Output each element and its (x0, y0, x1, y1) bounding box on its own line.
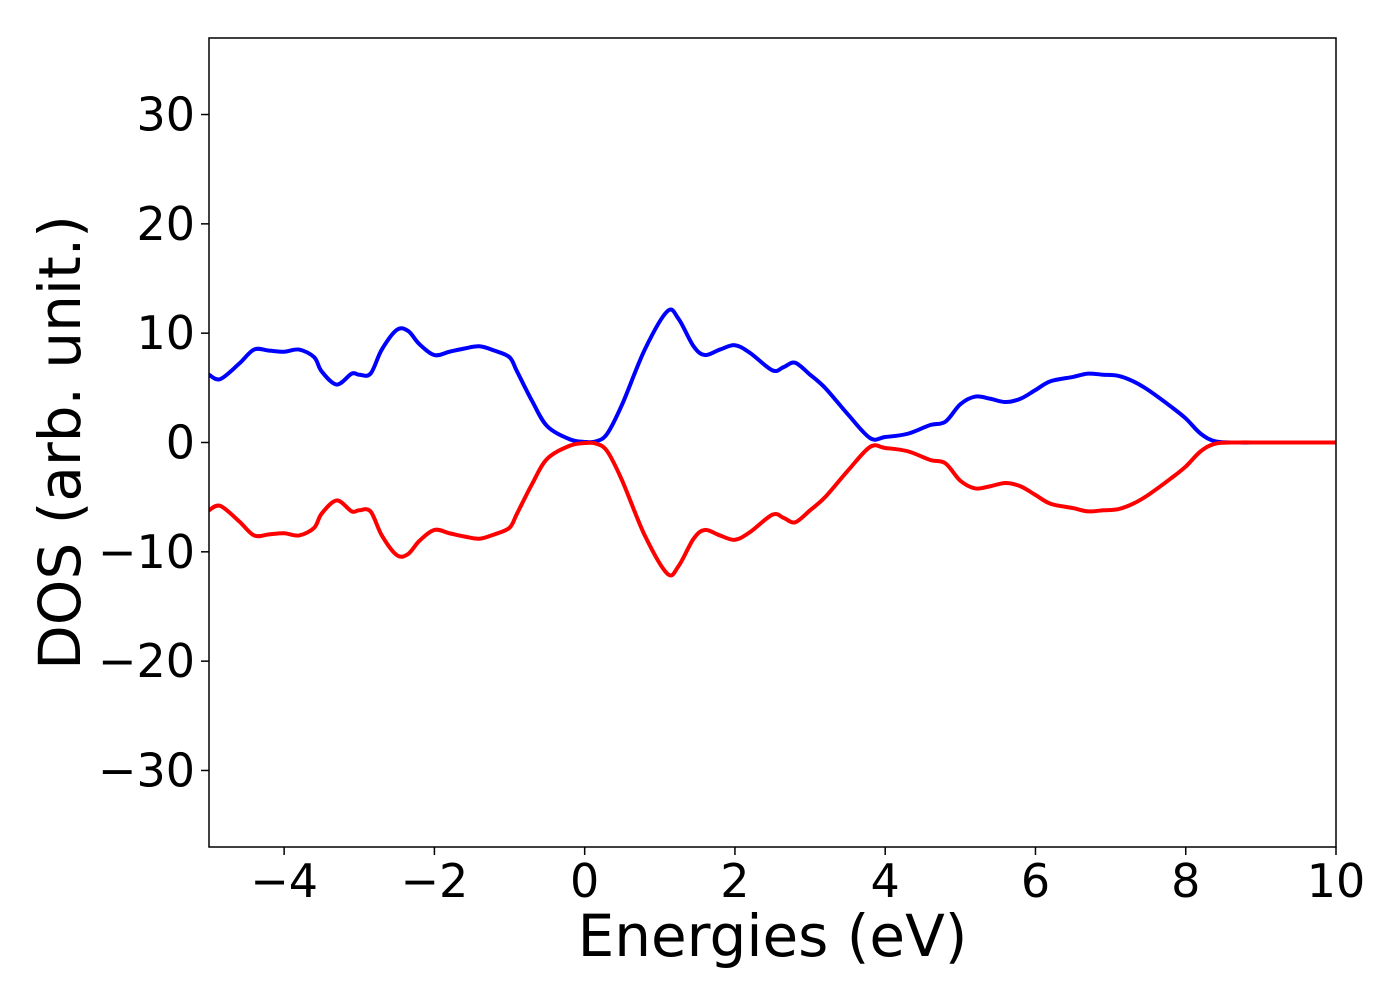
y-tick-label: 10 (136, 306, 195, 360)
x-tick-label: 6 (1021, 854, 1050, 908)
x-tick-label: −4 (250, 854, 318, 908)
x-axis-title: Energies (eV) (578, 902, 968, 970)
y-tick-label: −20 (98, 634, 195, 688)
y-tick-label: −30 (98, 743, 195, 797)
y-tick-label: 0 (166, 416, 195, 470)
series-layer (209, 307, 1336, 578)
y-tick-label: −10 (98, 525, 195, 579)
x-tick-label: −2 (400, 854, 468, 908)
x-axis: −4 −2 0 2 4 6 8 10 (250, 847, 1365, 908)
x-tick-label: 8 (1171, 854, 1200, 908)
x-tick-label: 0 (570, 854, 599, 908)
y-tick-label: 20 (136, 197, 195, 251)
x-tick-label: 4 (871, 854, 900, 908)
y-tick-label: 30 (136, 88, 195, 142)
series-line-1 (209, 440, 1336, 578)
plot-frame (208, 37, 1337, 848)
x-tick-label: 2 (720, 854, 749, 908)
x-tick-label: 10 (1307, 854, 1366, 908)
y-axis: −30 −20 −10 0 10 20 30 (98, 88, 209, 797)
series-line-0 (209, 307, 1336, 445)
y-axis-title: DOS (arb. unit.) (26, 215, 94, 670)
